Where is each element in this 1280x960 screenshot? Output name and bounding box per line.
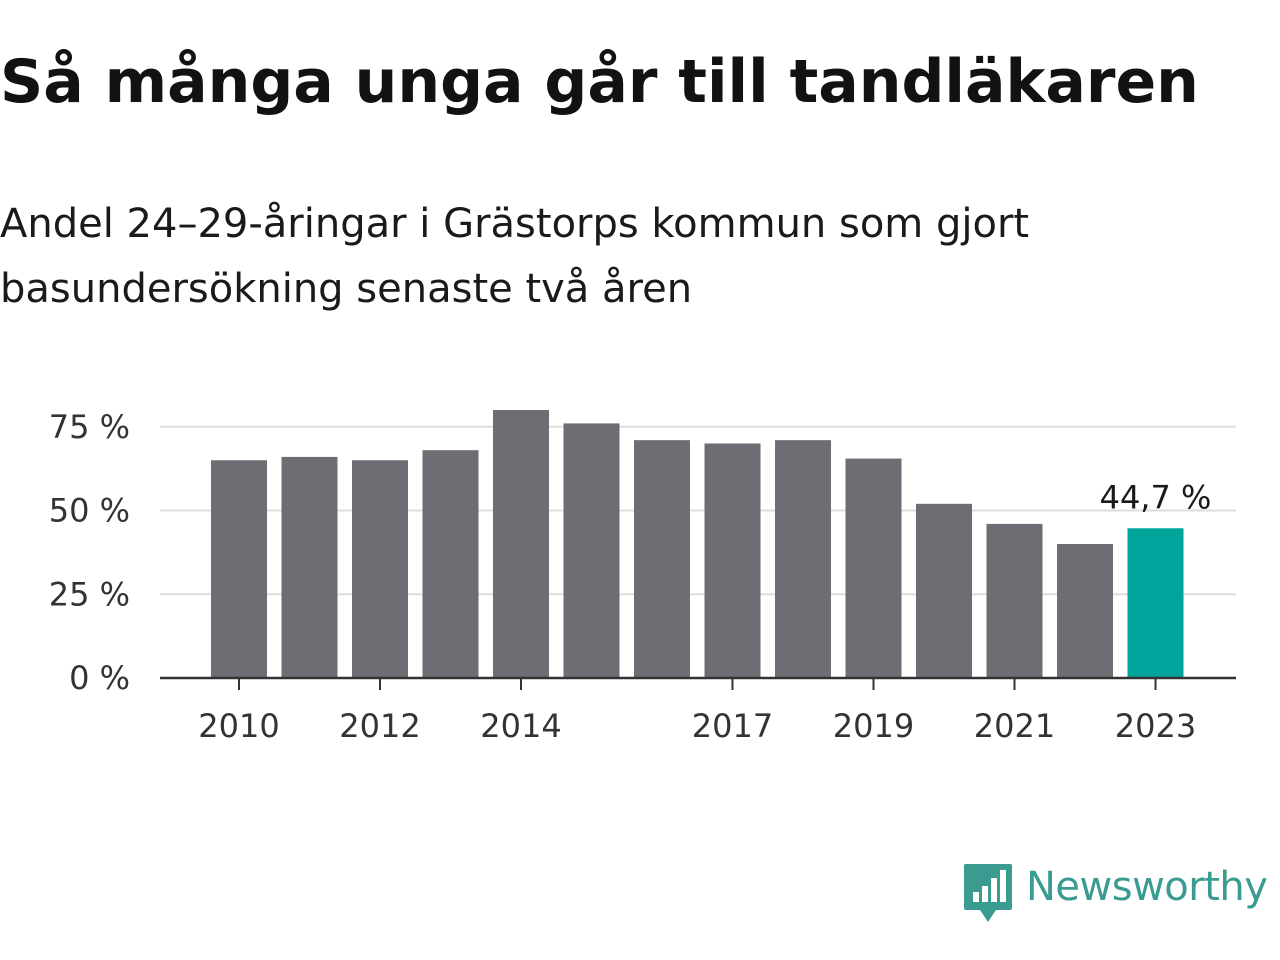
bar-2010 bbox=[211, 460, 267, 678]
newsworthy-logo-icon bbox=[964, 864, 1012, 922]
bar-2013 bbox=[422, 450, 479, 678]
x-axis: 2010 2012 2014 2017 2019 2021 2023 bbox=[160, 676, 1236, 745]
x-tick-label: 2021 bbox=[974, 707, 1055, 745]
y-tick-label: 0 % bbox=[69, 659, 130, 697]
bar-2019 bbox=[845, 458, 902, 678]
bars bbox=[211, 410, 1184, 678]
subtitle-line-2: basundersökning senaste två åren bbox=[0, 266, 693, 312]
bar-2014 bbox=[493, 410, 549, 678]
y-tick-label: 75 % bbox=[49, 408, 130, 446]
chart-subtitle: Andel 24–29-åringar i Grästorps kommun s… bbox=[0, 192, 1240, 322]
bar-chart: 0 % 25 % 50 % 75 % 2010 2012 2014 2017 2019 2021… bbox=[49, 408, 1236, 745]
bar-2011 bbox=[281, 456, 338, 678]
newsworthy-brand: Newsworthy bbox=[962, 862, 1268, 928]
x-tick-label: 2014 bbox=[480, 707, 561, 745]
gridlines bbox=[160, 425, 1236, 596]
highlight-value-label: 44,7 % bbox=[1100, 478, 1212, 516]
brand-name: Newsworthy bbox=[1026, 864, 1268, 910]
bar-2020 bbox=[916, 503, 972, 678]
x-tick-label: 2012 bbox=[339, 707, 420, 745]
bar-2023 bbox=[1127, 528, 1184, 678]
chart-title: Så många unga går till tandläkaren bbox=[0, 47, 1199, 117]
bar-2018 bbox=[775, 440, 831, 678]
bar-2022 bbox=[1057, 544, 1113, 678]
bar-2015 bbox=[563, 423, 620, 678]
x-tick-label: 2017 bbox=[692, 707, 773, 745]
bar-2012 bbox=[352, 460, 408, 678]
x-tick-label: 2010 bbox=[198, 707, 279, 745]
y-axis-labels: 0 % 25 % 50 % 75 % bbox=[49, 408, 130, 697]
x-tick-label: 2023 bbox=[1115, 707, 1196, 745]
x-tick-label: 2019 bbox=[833, 707, 914, 745]
bar-2016 bbox=[634, 440, 690, 678]
bar-2017 bbox=[704, 443, 761, 678]
bar-2021 bbox=[986, 523, 1043, 678]
subtitle-line-1: Andel 24–29-åringar i Grästorps kommun s… bbox=[0, 201, 1030, 247]
y-tick-label: 25 % bbox=[49, 575, 130, 613]
y-tick-label: 50 % bbox=[49, 492, 130, 530]
annotations: 44,7 % bbox=[1100, 478, 1212, 516]
